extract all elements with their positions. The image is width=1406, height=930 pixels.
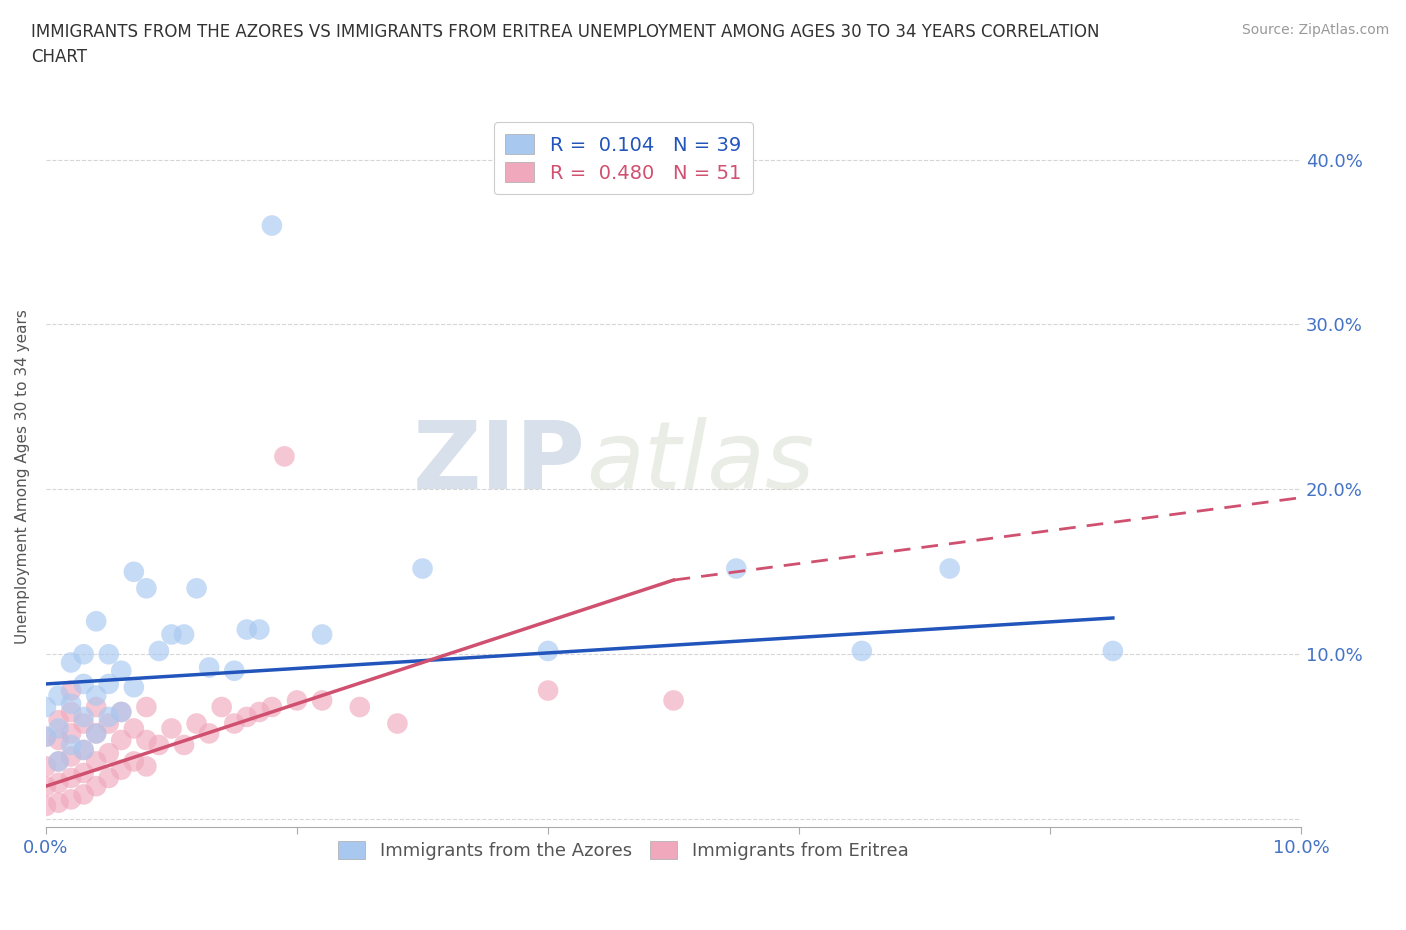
Point <box>311 693 333 708</box>
Point <box>97 710 120 724</box>
Point <box>72 710 94 724</box>
Text: IMMIGRANTS FROM THE AZORES VS IMMIGRANTS FROM ERITREA UNEMPLOYMENT AMONG AGES 30: IMMIGRANTS FROM THE AZORES VS IMMIGRANTS… <box>31 23 1099 66</box>
Point <box>938 561 960 576</box>
Point <box>84 699 107 714</box>
Point <box>48 754 70 769</box>
Point <box>48 754 70 769</box>
Point <box>84 688 107 703</box>
Point <box>35 799 58 814</box>
Point <box>110 733 132 748</box>
Point <box>60 749 83 764</box>
Point <box>198 726 221 741</box>
Point <box>48 712 70 727</box>
Point <box>135 581 157 596</box>
Point <box>160 721 183 736</box>
Point <box>60 726 83 741</box>
Text: Source: ZipAtlas.com: Source: ZipAtlas.com <box>1241 23 1389 37</box>
Point <box>211 699 233 714</box>
Point <box>122 754 145 769</box>
Point <box>851 644 873 658</box>
Point <box>260 219 283 233</box>
Point <box>725 561 748 576</box>
Point <box>224 663 246 678</box>
Point <box>72 647 94 662</box>
Point <box>48 733 70 748</box>
Point <box>122 680 145 695</box>
Point <box>247 705 270 720</box>
Point <box>349 699 371 714</box>
Point <box>110 705 132 720</box>
Point <box>537 644 560 658</box>
Point <box>84 614 107 629</box>
Point <box>198 660 221 675</box>
Point <box>110 705 132 720</box>
Point <box>387 716 409 731</box>
Point <box>35 729 58 744</box>
Point <box>135 699 157 714</box>
Point <box>311 627 333 642</box>
Point <box>72 716 94 731</box>
Point <box>186 716 208 731</box>
Point <box>72 787 94 802</box>
Point <box>48 721 70 736</box>
Legend: Immigrants from the Azores, Immigrants from Eritrea: Immigrants from the Azores, Immigrants f… <box>332 833 915 868</box>
Point <box>122 565 145 579</box>
Point <box>60 684 83 698</box>
Point <box>60 792 83 807</box>
Point <box>60 655 83 670</box>
Point <box>412 561 434 576</box>
Point <box>97 746 120 761</box>
Point <box>35 729 58 744</box>
Point <box>110 763 132 777</box>
Point <box>48 688 70 703</box>
Point <box>35 699 58 714</box>
Point <box>236 622 259 637</box>
Point <box>84 726 107 741</box>
Point <box>35 778 58 793</box>
Y-axis label: Unemployment Among Ages 30 to 34 years: Unemployment Among Ages 30 to 34 years <box>15 310 30 644</box>
Point <box>60 770 83 785</box>
Point <box>122 721 145 736</box>
Point <box>173 737 195 752</box>
Point <box>97 716 120 731</box>
Point <box>48 776 70 790</box>
Point <box>273 449 295 464</box>
Point <box>160 627 183 642</box>
Point <box>260 699 283 714</box>
Point <box>60 705 83 720</box>
Point <box>186 581 208 596</box>
Point <box>84 726 107 741</box>
Point <box>224 716 246 731</box>
Point <box>72 765 94 780</box>
Point <box>247 622 270 637</box>
Point <box>97 770 120 785</box>
Point <box>173 627 195 642</box>
Point <box>60 737 83 752</box>
Text: atlas: atlas <box>586 418 814 509</box>
Point <box>72 742 94 757</box>
Point <box>84 754 107 769</box>
Point <box>35 759 58 774</box>
Point <box>148 737 170 752</box>
Point <box>97 647 120 662</box>
Point <box>84 778 107 793</box>
Point <box>135 759 157 774</box>
Text: ZIP: ZIP <box>413 417 586 509</box>
Point <box>537 684 560 698</box>
Point <box>72 676 94 691</box>
Point <box>48 795 70 810</box>
Point <box>1102 644 1125 658</box>
Point <box>285 693 308 708</box>
Point <box>97 676 120 691</box>
Point <box>60 697 83 711</box>
Point <box>135 733 157 748</box>
Point <box>236 710 259 724</box>
Point <box>662 693 685 708</box>
Point <box>72 742 94 757</box>
Point <box>110 663 132 678</box>
Point <box>148 644 170 658</box>
